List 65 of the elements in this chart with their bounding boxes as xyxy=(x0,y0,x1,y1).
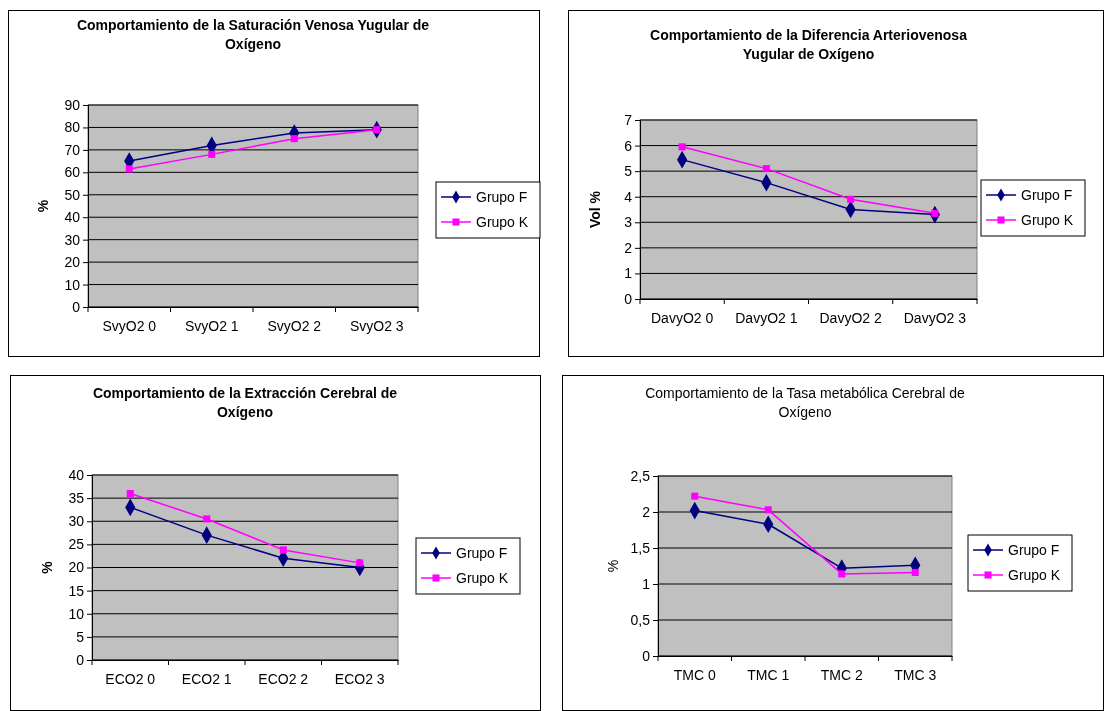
y-tick-label: 30 xyxy=(64,231,81,248)
x-tick-label: ECO2 1 xyxy=(181,670,232,687)
y-tick-label: 2 xyxy=(642,503,651,520)
x-tick-label: DavyO2 3 xyxy=(903,309,967,326)
chart-title: Comportamiento de la Diferencia Arteriovenosa Yugular de Oxígeno xyxy=(650,27,968,62)
y-tick-label: 5 xyxy=(624,163,633,180)
y-tick-label: 40 xyxy=(68,466,85,483)
y-tick-label: 30 xyxy=(68,513,85,530)
y-axis-title: Vol % xyxy=(587,190,603,229)
x-tick-label: ECO2 2 xyxy=(258,670,309,687)
y-tick-label: 1,5 xyxy=(630,539,651,556)
y-axis-title: % xyxy=(35,199,51,213)
y-tick-label: 10 xyxy=(68,605,85,622)
chart-title: Comportamiento de la Tasa metabólica Cerebral de Oxígeno xyxy=(645,385,965,420)
y-tick-label: 15 xyxy=(68,582,85,599)
x-tick-label: DavyO2 2 xyxy=(819,309,882,326)
legend-label: Grupo F xyxy=(1021,187,1073,203)
y-tick-label: 35 xyxy=(68,490,85,507)
y-tick-label: 25 xyxy=(68,536,85,553)
x-tick-label: SvyO2 0 xyxy=(102,317,157,334)
y-tick-label: 70 xyxy=(64,141,81,158)
y-tick-label: 0 xyxy=(624,290,633,307)
x-tick-label: ECO2 0 xyxy=(105,670,156,687)
y-tick-label: 3 xyxy=(624,214,633,231)
legend-label: Grupo K xyxy=(476,214,529,230)
y-tick-label: 5 xyxy=(76,628,85,645)
y-tick-label: 2,5 xyxy=(630,467,651,484)
legend-label: Grupo K xyxy=(456,570,509,586)
y-tick-label: 4 xyxy=(624,188,633,205)
y-tick-label: 0,5 xyxy=(630,611,651,628)
y-tick-label: 50 xyxy=(64,186,81,203)
y-tick-label: 6 xyxy=(624,137,633,154)
chart-title: Comportamiento de la Saturación Venosa Yugular de Oxígeno xyxy=(76,17,430,52)
y-tick-label: 40 xyxy=(64,209,81,226)
x-tick-label: DavyO2 0 xyxy=(651,309,714,326)
y-axis-title: % xyxy=(39,560,55,574)
legend-label: Grupo F xyxy=(1008,542,1060,558)
x-tick-label: TMC 3 xyxy=(894,666,937,683)
y-tick-label: 1 xyxy=(642,575,651,592)
y-tick-label: 20 xyxy=(64,254,81,271)
x-tick-label: TMC 1 xyxy=(747,666,790,683)
y-tick-label: 0 xyxy=(642,647,651,664)
y-tick-label: 1 xyxy=(624,265,633,282)
y-tick-label: 80 xyxy=(64,119,81,136)
y-tick-label: 90 xyxy=(64,96,81,113)
x-tick-label: ECO2 3 xyxy=(334,670,385,687)
chart-title: Comportamiento de la Extracción Cerebral de Oxígeno xyxy=(92,385,398,420)
y-axis-title: % xyxy=(605,559,621,573)
x-tick-label: DavyO2 1 xyxy=(735,309,798,326)
y-tick-label: 10 xyxy=(64,276,81,293)
y-tick-label: 2 xyxy=(624,239,633,256)
y-tick-label: 60 xyxy=(64,164,81,181)
legend-label: Grupo F xyxy=(456,545,508,561)
x-tick-label: TMC 0 xyxy=(673,666,716,683)
y-tick-label: 20 xyxy=(68,559,85,576)
x-tick-label: SvyO2 1 xyxy=(184,317,239,334)
x-tick-label: SvyO2 2 xyxy=(267,317,322,334)
legend-label: Grupo F xyxy=(476,189,528,205)
y-tick-label: 0 xyxy=(72,298,81,315)
x-tick-label: TMC 2 xyxy=(820,666,863,683)
y-tick-label: 0 xyxy=(76,651,85,668)
legend-label: Grupo K xyxy=(1021,212,1074,228)
y-tick-label: 7 xyxy=(624,111,633,128)
legend-label: Grupo K xyxy=(1008,567,1061,583)
x-tick-label: SvyO2 3 xyxy=(349,317,404,334)
